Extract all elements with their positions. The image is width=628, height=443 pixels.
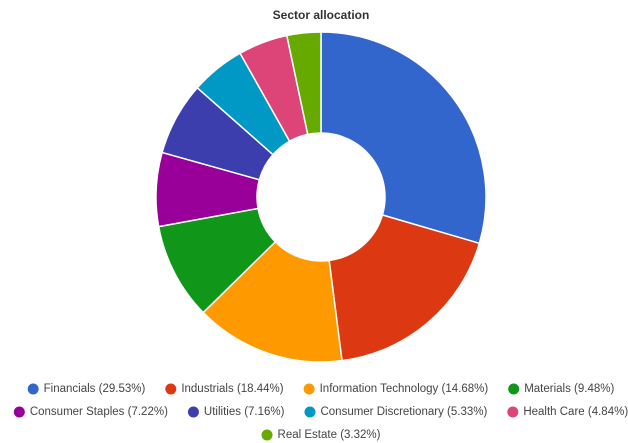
legend-value: (3.32%)	[340, 429, 380, 441]
legend-category: Consumer Staples	[30, 406, 125, 418]
legend-item: Industrials (18.44%)	[165, 383, 284, 395]
legend-value: (9.48%)	[574, 383, 614, 395]
legend-marker	[27, 383, 39, 395]
legend-item: Health Care (4.84%)	[507, 406, 628, 418]
legend-marker	[304, 406, 316, 418]
legend-item: Utilities (7.16%)	[187, 406, 285, 418]
slice	[328, 214, 481, 362]
chart-title: Sector allocation	[273, 8, 370, 22]
legend-marker	[507, 406, 519, 418]
legend-category: Materials	[524, 383, 571, 395]
legend-value: (29.53%)	[99, 383, 146, 395]
slice	[202, 240, 343, 363]
legend-marker	[187, 406, 199, 418]
legend-item: Real Estate (3.32%)	[261, 429, 381, 441]
legend-value: (18.44%)	[237, 383, 284, 395]
legend-label: Real Estate (3.32%)	[278, 429, 381, 441]
legend-marker	[261, 429, 273, 441]
slice	[320, 31, 487, 245]
legend-category: Real Estate	[278, 429, 337, 441]
legend-category: Information Technology	[320, 383, 439, 395]
legend-label: Materials (9.48%)	[524, 383, 614, 395]
legend-label: Consumer Staples (7.22%)	[30, 406, 168, 418]
legend-marker	[508, 383, 520, 395]
legend-label: Health Care (4.84%)	[523, 406, 628, 418]
legend-item: Consumer Discretionary (5.33%)	[304, 406, 487, 418]
slice	[285, 31, 322, 136]
legend-label: Utilities (7.16%)	[204, 406, 285, 418]
legend-value: (4.84%)	[588, 406, 628, 418]
legend-label: Financials (29.53%)	[44, 383, 146, 395]
legend-value: (5.33%)	[447, 406, 487, 418]
legend-value: (7.22%)	[128, 406, 168, 418]
legend-category: Industrials	[181, 383, 234, 395]
legend-category: Utilities	[204, 406, 241, 418]
legend-marker	[303, 383, 315, 395]
legend-item: Consumer Staples (7.22%)	[13, 406, 168, 418]
legend-category: Consumer Discretionary	[320, 406, 444, 418]
legend-marker	[13, 406, 25, 418]
legend-category: Health Care	[523, 406, 584, 418]
legend-label: Consumer Discretionary (5.33%)	[320, 406, 487, 418]
legend-marker	[165, 383, 177, 395]
legend-value: (14.68%)	[442, 383, 489, 395]
legend-item: Information Technology (14.68%)	[303, 383, 489, 395]
legend-item: Materials (9.48%)	[508, 383, 614, 395]
legend-item: Financials (29.53%)	[27, 383, 146, 395]
legend-label: Information Technology (14.68%)	[320, 383, 489, 395]
legend-value: (7.16%)	[244, 406, 284, 418]
legend-label: Industrials (18.44%)	[181, 383, 283, 395]
legend-category: Financials	[44, 383, 96, 395]
